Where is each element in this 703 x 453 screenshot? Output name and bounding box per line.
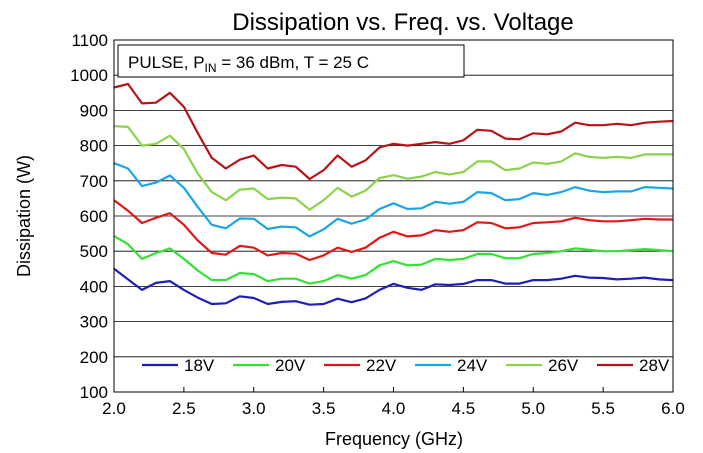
series-line-28V	[113, 82, 674, 181]
y-axis-ticks: 100 200 300 400 500 600 700 800 900 1000 1100	[70, 31, 108, 402]
y-tick-label: 700	[80, 172, 108, 191]
annotation-subscript: IN	[205, 61, 217, 75]
grid	[114, 39, 673, 393]
legend: 18V 20V 22V 24V 26V 28V	[142, 356, 670, 375]
x-axis-title: Frequency (GHz)	[325, 429, 463, 449]
y-tick-label: 600	[80, 207, 108, 226]
y-tick-label: 1100	[71, 31, 108, 50]
annotation-background	[117, 44, 465, 78]
x-tick-label: 5.5	[591, 399, 615, 418]
x-tick-label: 4.0	[382, 399, 406, 418]
chart-title: Dissipation vs. Freq. vs. Voltage	[232, 9, 573, 36]
y-tick-label: 500	[80, 242, 108, 261]
x-tick-label: 2.5	[172, 399, 196, 418]
x-axis-ticks: 2.0 2.5 3.0 3.5 4.0 4.5 5.0 5.5 6.0	[102, 387, 685, 418]
legend-label-28V: 28V	[639, 356, 670, 375]
series-line-20V	[113, 235, 674, 285]
y-tick-label: 100	[80, 383, 108, 402]
y-tick-label: 400	[80, 277, 108, 296]
annotation-suffix: = 36 dBm, T = 25 C	[217, 53, 369, 72]
x-tick-label: 3.0	[242, 399, 266, 418]
series-group	[113, 82, 674, 306]
series-line-24V	[113, 162, 674, 238]
y-tick-label: 300	[80, 313, 108, 332]
x-tick-label: 2.0	[102, 399, 126, 418]
series-line-26V	[113, 125, 673, 211]
legend-label-22V: 22V	[366, 356, 397, 375]
x-tick-label: 6.0	[661, 399, 685, 418]
x-tick-label: 4.5	[452, 399, 476, 418]
y-axis-title: Dissipation (W)	[14, 155, 34, 277]
series-line-22V	[113, 199, 673, 262]
legend-label-20V: 20V	[275, 356, 306, 375]
legend-label-18V: 18V	[184, 356, 215, 375]
legend-label-24V: 24V	[457, 356, 488, 375]
annotation-text: PULSE, PIN = 36 dBm, T = 25 C	[128, 53, 369, 75]
y-tick-label: 1000	[70, 66, 108, 85]
x-tick-label: 5.0	[521, 399, 545, 418]
y-tick-label: 900	[80, 101, 108, 120]
x-tick-label: 3.5	[312, 399, 336, 418]
series-line-18V	[113, 267, 674, 306]
legend-label-26V: 26V	[548, 356, 579, 375]
annotation-box: PULSE, PIN = 36 dBm, T = 25 C	[117, 44, 465, 78]
annotation-prefix: PULSE, P	[128, 53, 205, 72]
y-tick-label: 200	[80, 348, 108, 367]
y-tick-label: 800	[80, 137, 108, 156]
